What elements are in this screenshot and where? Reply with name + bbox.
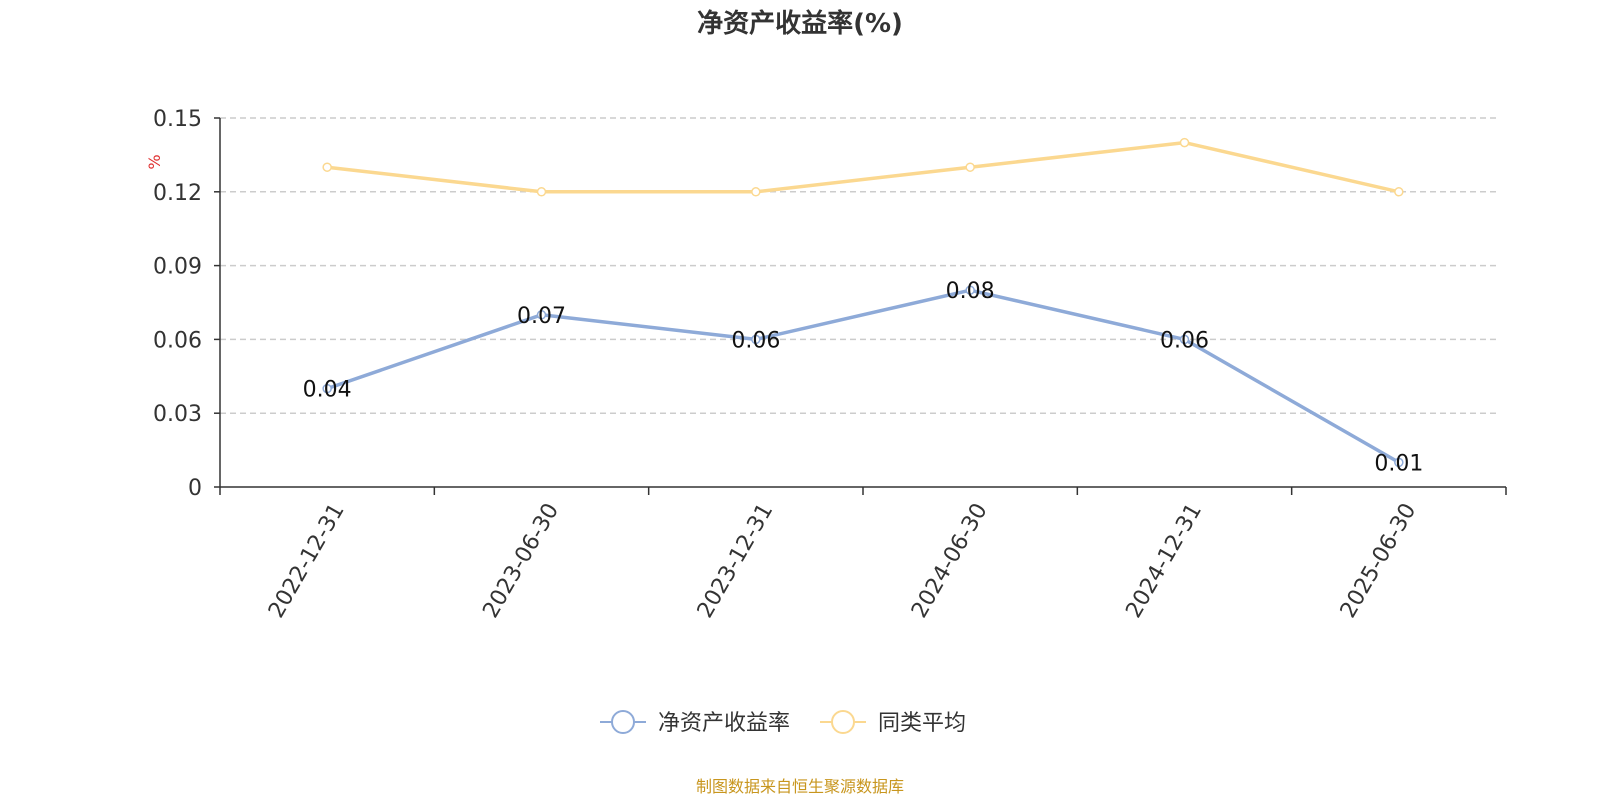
data-point <box>1394 457 1404 468</box>
x-tick-label: 2024-06-30 <box>907 499 993 622</box>
data-point <box>965 162 975 172</box>
legend-marker-icon <box>611 710 635 734</box>
y-tick-label: 0 <box>188 476 202 501</box>
series-line-1 <box>326 288 1400 464</box>
x-tick-label: 2025-06-30 <box>1336 499 1422 622</box>
data-label: 0.01 <box>1374 451 1423 476</box>
series-layer <box>322 137 1404 468</box>
data-point <box>1394 187 1404 197</box>
x-tick-label: 2023-06-30 <box>478 499 564 622</box>
legend-marker-icon <box>831 710 855 734</box>
y-tick-label: 0.12 <box>153 181 202 206</box>
data-point <box>536 187 547 197</box>
legend-label: 同类平均 <box>878 711 966 736</box>
y-tick-labels: 0 0.03 0.06 0.09 0.12 0.15 <box>153 107 202 501</box>
x-tick-label: 2024-12-31 <box>1121 499 1207 622</box>
legend-item-2[interactable]: 同类平均 <box>820 710 966 736</box>
x-tick-labels: 2022-12-31 2023-06-30 2023-12-31 2024-06-30… <box>264 499 1421 622</box>
y-tick-label: 0.15 <box>153 107 202 132</box>
grid-lines <box>220 117 1498 414</box>
data-point <box>322 162 332 172</box>
data-point <box>536 310 547 320</box>
data-point <box>1179 334 1190 345</box>
data-label: 0.04 <box>303 378 352 403</box>
data-point <box>751 187 761 197</box>
y-tick-label: 0.09 <box>153 255 202 280</box>
y-tick-label: 0.06 <box>153 328 202 353</box>
x-tick-label: 2023-12-31 <box>693 499 779 622</box>
data-label: 0.06 <box>731 328 780 353</box>
chart-title: 净资产收益率(%) <box>697 8 903 39</box>
data-point <box>965 285 975 295</box>
legend[interactable]: 净资产收益率 同类平均 <box>600 710 966 736</box>
y-axis-unit: % <box>145 154 164 169</box>
axes <box>214 117 1507 495</box>
data-label: 0.08 <box>946 279 995 304</box>
data-label: 0.06 <box>1160 328 1209 353</box>
data-label: 0.07 <box>517 304 566 329</box>
data-point <box>322 383 332 394</box>
data-point <box>751 334 761 345</box>
y-tick-label: 0.03 <box>153 402 202 427</box>
series-line-2 <box>326 140 1400 194</box>
data-point <box>1179 137 1190 148</box>
data-labels: 0.04 0.07 0.06 0.08 0.06 0.01 <box>303 279 1424 476</box>
source-note: 制图数据来自恒生聚源数据库 <box>696 777 904 796</box>
x-tick-label: 2022-12-31 <box>264 499 350 622</box>
legend-label: 净资产收益率 <box>658 711 790 736</box>
legend-item-1[interactable]: 净资产收益率 <box>600 710 790 736</box>
